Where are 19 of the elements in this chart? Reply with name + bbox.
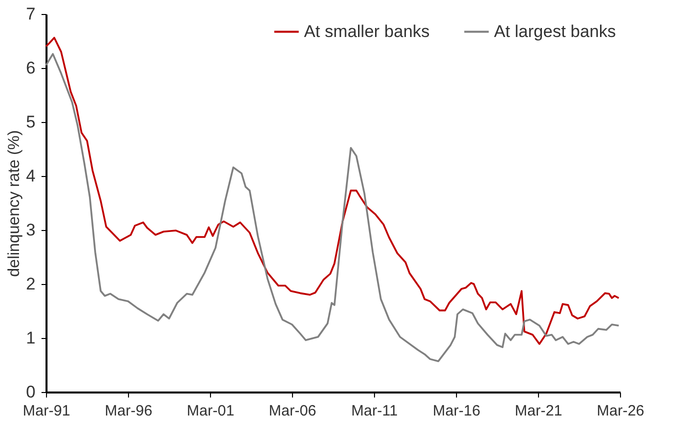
y-tick-label: 0 xyxy=(26,382,36,402)
y-tick-label: 1 xyxy=(26,328,36,348)
x-tick-label: Mar-91 xyxy=(22,402,70,420)
y-tick-label: 6 xyxy=(26,58,36,78)
x-tick-label: Mar-16 xyxy=(432,402,480,420)
y-tick-label: 7 xyxy=(26,4,36,24)
y-tick-label: 5 xyxy=(26,112,36,132)
x-tick-label: Mar-21 xyxy=(514,402,562,420)
y-tick-label: 4 xyxy=(26,166,36,186)
x-tick-label: Mar-26 xyxy=(596,402,644,420)
legend-label: At largest banks xyxy=(494,22,616,41)
legend-label: At smaller banks xyxy=(304,22,430,41)
x-tick-label: Mar-11 xyxy=(351,402,398,420)
x-tick-label: Mar-96 xyxy=(104,402,152,420)
y-tick-label: 2 xyxy=(26,274,36,294)
y-tick-label: 3 xyxy=(26,220,36,240)
x-tick-label: Mar-01 xyxy=(186,402,234,420)
y-axis-title: delinquency rate (%) xyxy=(6,130,24,277)
x-tick-label: Mar-06 xyxy=(268,402,316,420)
